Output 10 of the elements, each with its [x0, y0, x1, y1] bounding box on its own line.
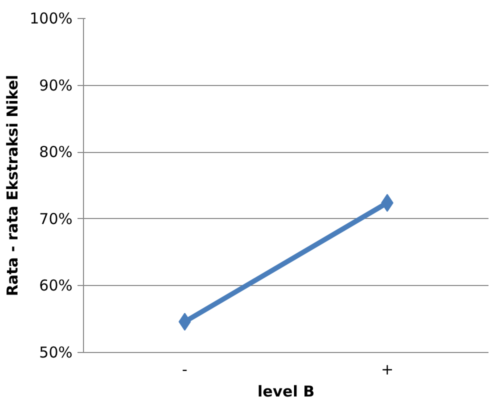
y-tick-label: 100% [30, 10, 73, 28]
y-tick-label: 50% [39, 344, 73, 362]
y-tick-label: 70% [39, 210, 73, 228]
x-tick-label: + [380, 360, 394, 378]
x-axis-title: level B [257, 382, 315, 400]
x-tick-label: - [182, 360, 188, 378]
y-tick-label: 60% [39, 276, 73, 295]
y-tick-label: 80% [39, 143, 73, 162]
y-axis-title: Rata - rata Ekstraksi Nikel [4, 74, 22, 296]
y-tick-label: 90% [39, 76, 73, 94]
